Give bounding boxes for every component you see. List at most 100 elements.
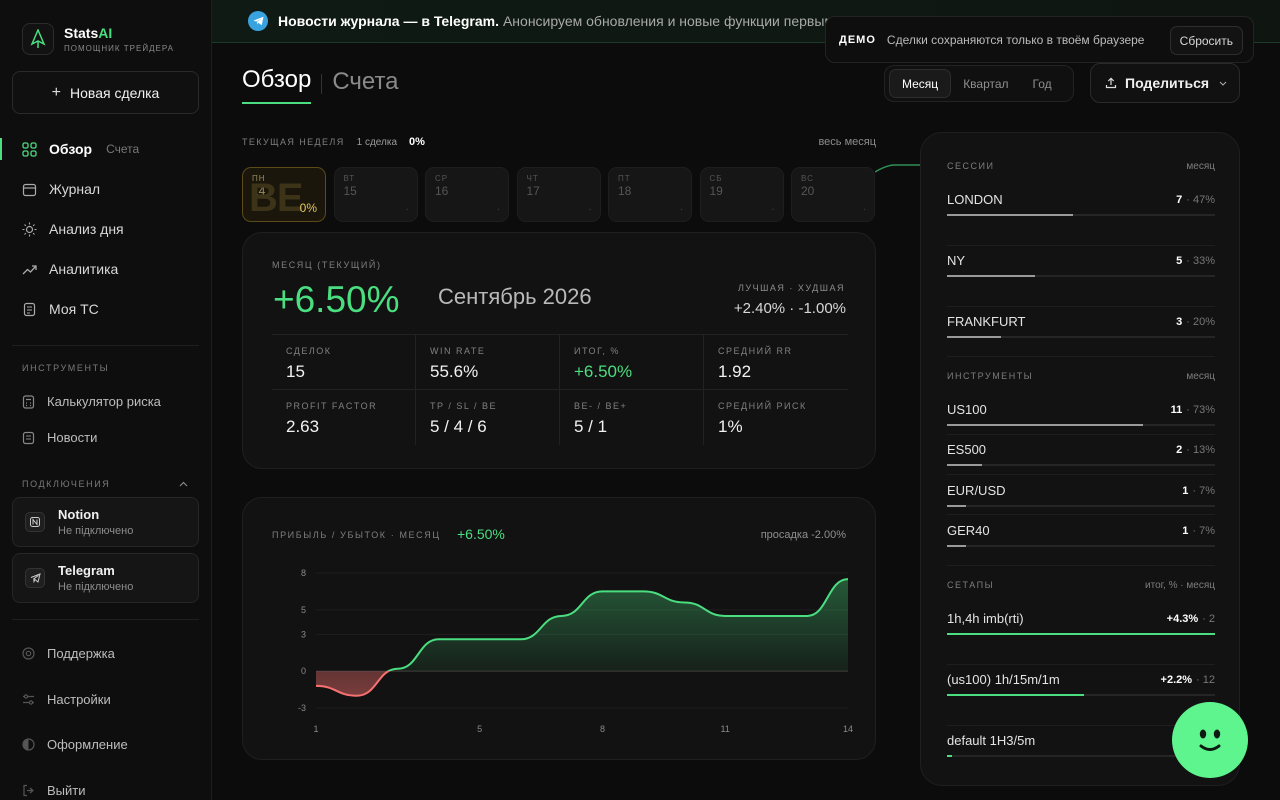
nav-label: Анализ дня bbox=[49, 221, 124, 237]
support-icon bbox=[22, 647, 35, 660]
pnl-line-positive bbox=[386, 578, 849, 672]
progress-fill bbox=[947, 633, 1215, 635]
day-card[interactable]: ВТ 15. bbox=[333, 167, 418, 222]
connection-notion[interactable]: Notion Не підключено bbox=[12, 497, 199, 547]
period-month[interactable]: Месяц bbox=[889, 69, 952, 98]
day-card[interactable]: ЧТ 17. bbox=[516, 167, 601, 222]
period-selector: Месяц Квартал Год bbox=[884, 65, 1074, 102]
nav-label: Поддержка bbox=[47, 646, 115, 661]
tool-news[interactable]: Новости bbox=[22, 430, 97, 445]
new-trade-button[interactable]: + Новая сделка bbox=[12, 71, 199, 114]
news-icon bbox=[22, 431, 35, 444]
row-value: 3 · 20% bbox=[1176, 316, 1215, 328]
day-date: 17 bbox=[526, 184, 540, 198]
row-name: FRANKFURT bbox=[947, 314, 1026, 329]
row-name: 1h,4h imb(rti) bbox=[947, 611, 1024, 626]
day-dot: . bbox=[405, 202, 409, 213]
instrument-row[interactable]: ES500 2 · 13% bbox=[947, 442, 1215, 466]
day-card[interactable]: ПТ 18. bbox=[608, 167, 692, 222]
tab-accounts[interactable]: Счета bbox=[332, 68, 399, 95]
nav-settings[interactable]: Настройки bbox=[22, 692, 111, 707]
progress-bar bbox=[947, 214, 1215, 216]
progress-bar bbox=[947, 505, 1215, 507]
be-watermark: BE bbox=[249, 176, 304, 220]
drawdown-label: просадка -2.00% bbox=[760, 529, 846, 541]
stat-cell: СРЕДНИЙ РИСК 1% bbox=[704, 390, 848, 445]
session-row[interactable]: NY 5 · 33% bbox=[947, 253, 1215, 277]
row-name: NY bbox=[947, 253, 966, 268]
reset-button[interactable]: Сбросить bbox=[1169, 26, 1243, 55]
month-stats-grid: СДЕЛОК 15 WIN RATE 55.6% ИТОГ, % +6.50% СРЕ… bbox=[272, 334, 848, 445]
instruments-title: ИНСТРУМЕНТЫ bbox=[947, 371, 1034, 381]
pnl-chart[interactable]: 8 5 3 0 -3 1 5 8 11 14 bbox=[243, 498, 877, 761]
connection-telegram[interactable]: Telegram Не підключено bbox=[12, 553, 199, 603]
ai-assistant-button[interactable] bbox=[1172, 702, 1248, 778]
instrument-row[interactable]: EUR/USD 1 · 7% bbox=[947, 483, 1215, 507]
demo-text: Сделки сохраняются только в твоём браузе… bbox=[886, 32, 1145, 47]
x-tick-label: 14 bbox=[843, 724, 853, 734]
session-row[interactable]: FRANKFURT 3 · 20% bbox=[947, 314, 1215, 338]
row-count: 11 bbox=[1170, 403, 1183, 416]
stat-value: +6.50% bbox=[574, 362, 633, 381]
nav-item-my-system[interactable]: Моя ТС bbox=[0, 289, 211, 329]
nav-item-journal[interactable]: Журнал bbox=[0, 169, 211, 209]
progress-bar bbox=[947, 275, 1215, 277]
nav-logout[interactable]: Выйти bbox=[22, 783, 86, 798]
main-nav: Обзор Счета Журнал Анализ дня Аналитика … bbox=[0, 129, 211, 329]
progress-fill bbox=[947, 336, 1001, 338]
nav-item-overview[interactable]: Обзор Счета bbox=[0, 129, 211, 169]
row-count: 2 bbox=[1176, 443, 1183, 456]
tool-risk-calculator[interactable]: Калькулятор риска bbox=[22, 394, 161, 409]
session-row[interactable]: LONDON 7 · 47% bbox=[947, 192, 1215, 216]
connection-status: Не підключено bbox=[58, 525, 134, 537]
whole-month-link[interactable]: весь месяц bbox=[818, 136, 876, 148]
stat-value: 5 / 4 / 6 bbox=[430, 417, 487, 436]
setup-row[interactable]: default 1H3/5m bbox=[947, 733, 1215, 757]
instruments-period: месяц bbox=[1186, 371, 1215, 382]
day-name: ВТ bbox=[343, 174, 356, 183]
row-count: 1 bbox=[1182, 484, 1189, 497]
connections-title[interactable]: ПОДКЛЮЧЕНИЯ bbox=[22, 479, 188, 489]
setups-period: итог, % · месяц bbox=[1145, 580, 1215, 591]
tools-title: ИНСТРУМЕНТЫ bbox=[22, 363, 110, 373]
nav-label: Обзор bbox=[49, 141, 93, 157]
divider bbox=[12, 619, 199, 620]
y-tick-label: 8 bbox=[301, 568, 306, 578]
day-card[interactable]: СБ 19. bbox=[699, 167, 784, 222]
row-pct: · 20% bbox=[1186, 315, 1215, 328]
share-button[interactable]: Поделиться bbox=[1090, 63, 1240, 103]
week-days: BE ПН 14 0% ВТ 15. СР 16. ЧТ 17. ПТ 18. СБ 19… bbox=[242, 167, 883, 222]
row-top: 1h,4h imb(rti) +4.3% · 2 bbox=[947, 611, 1215, 626]
row-name: EUR/USD bbox=[947, 483, 1006, 498]
nav-sub-accounts[interactable]: Счета bbox=[106, 142, 140, 156]
day-card-current[interactable]: BE ПН 14 0% bbox=[242, 167, 326, 222]
nav-item-analytics[interactable]: Аналитика bbox=[0, 249, 211, 289]
nav-support[interactable]: Поддержка bbox=[22, 646, 115, 661]
period-quarter[interactable]: Квартал bbox=[963, 76, 1009, 91]
tab-overview[interactable]: Обзор bbox=[242, 66, 312, 104]
instrument-row[interactable]: US100 11 · 73% bbox=[947, 402, 1215, 426]
week-pct: 0% bbox=[409, 136, 425, 148]
nav-item-day-analysis[interactable]: Анализ дня bbox=[0, 209, 211, 249]
row-value: 1 · 7% bbox=[1182, 525, 1215, 537]
day-card[interactable]: СР 16. bbox=[425, 167, 509, 222]
month-name: Сентябрь 2026 bbox=[438, 284, 592, 309]
row-top: (us100) 1h/15m/1m +2.2% · 12 bbox=[947, 672, 1215, 687]
setup-row[interactable]: (us100) 1h/15m/1m +2.2% · 12 bbox=[947, 672, 1215, 696]
telegram-banner[interactable]: Новости журнала — в Telegram. Анонсируем… bbox=[212, 0, 1280, 43]
day-dot: . bbox=[588, 202, 592, 213]
instrument-row[interactable]: GER40 1 · 7% bbox=[947, 523, 1215, 547]
stat-key: WIN RATE bbox=[430, 346, 486, 356]
row-name: default 1H3/5m bbox=[947, 733, 1036, 748]
app-logo[interactable]: StatsAI ПОМОЩНИК ТРЕЙДЕРА bbox=[22, 23, 174, 55]
sliders-icon bbox=[23, 694, 34, 705]
day-name: ВС bbox=[801, 174, 814, 183]
logout-icon bbox=[23, 784, 34, 797]
chevron-up-icon bbox=[179, 481, 188, 487]
new-trade-label: Новая сделка bbox=[70, 84, 160, 101]
nav-appearance[interactable]: Оформление bbox=[22, 737, 128, 752]
period-year[interactable]: Год bbox=[1032, 76, 1052, 91]
setup-row[interactable]: 1h,4h imb(rti) +4.3% · 2 bbox=[947, 611, 1215, 635]
setups-header: СЕТАПЫ итог, % · месяц bbox=[947, 580, 1215, 591]
day-card[interactable]: ВС 20. bbox=[791, 167, 875, 222]
